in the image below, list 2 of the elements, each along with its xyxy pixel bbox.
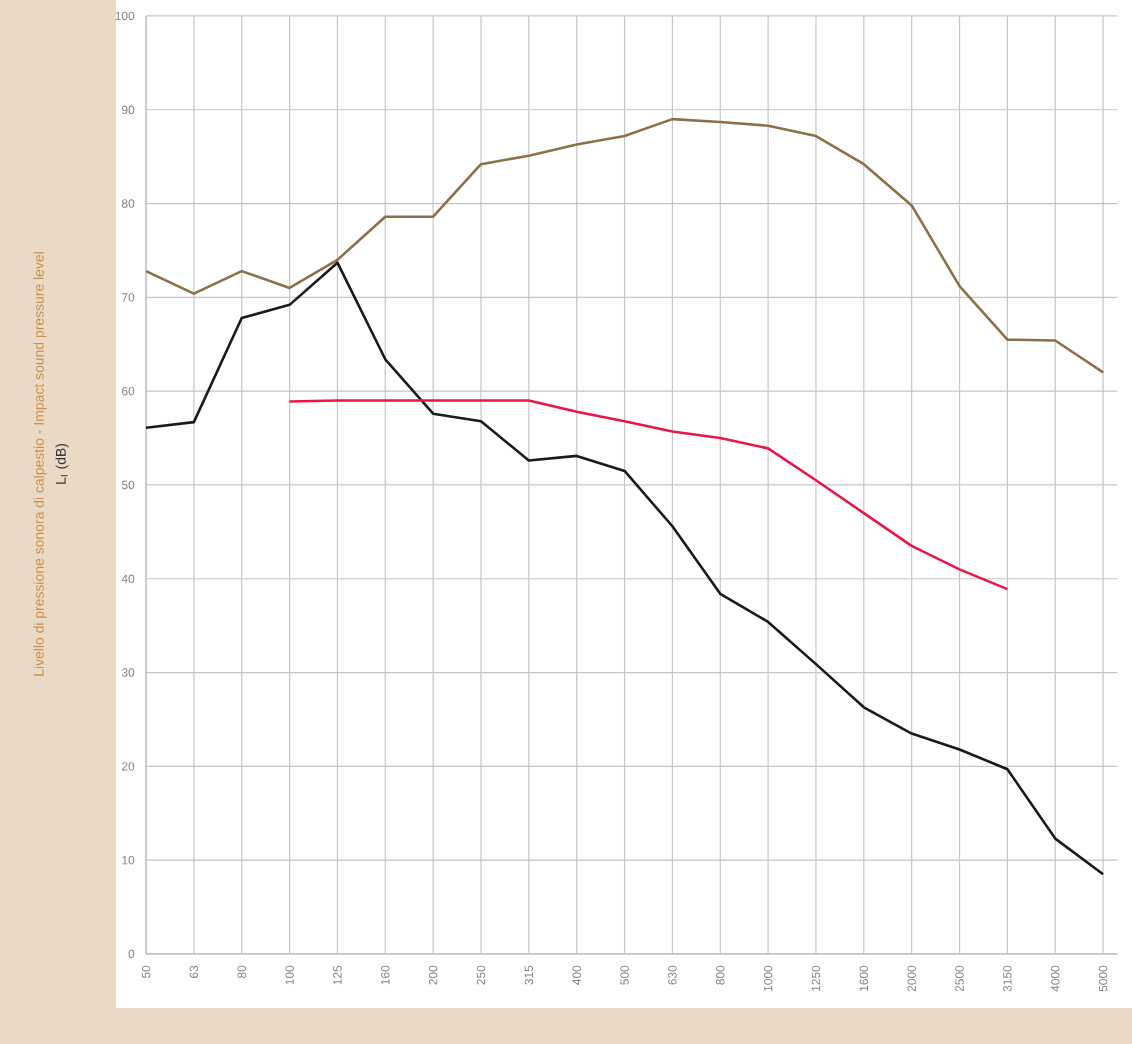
line-series xyxy=(146,117,1105,374)
line-series xyxy=(146,261,1105,876)
